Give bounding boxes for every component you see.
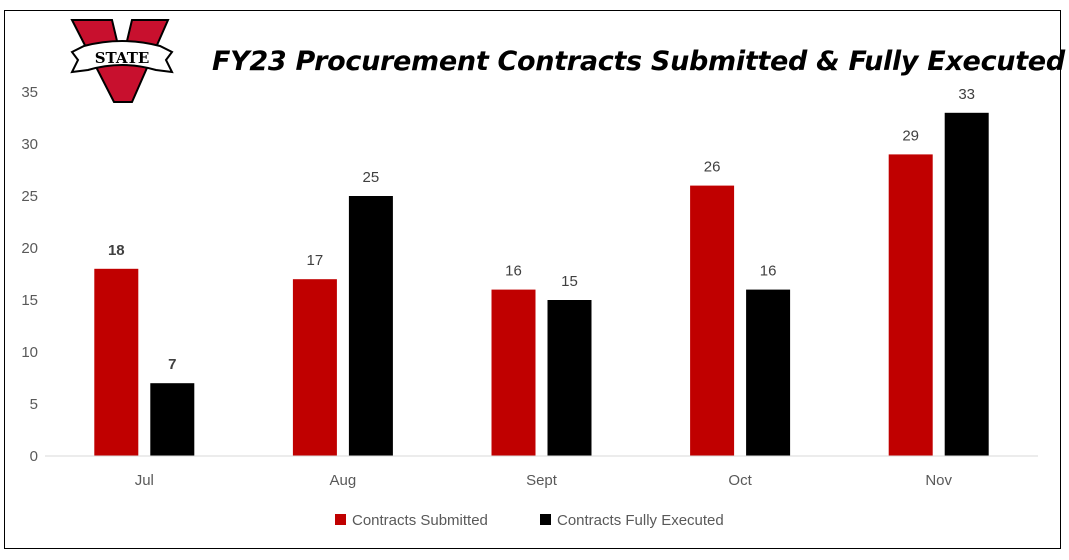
x-tick-label: Jul (135, 472, 154, 489)
data-label: 18 (108, 242, 125, 259)
y-tick-label: 30 (21, 136, 38, 153)
bar-contracts-submitted (491, 289, 536, 456)
y-tick-label: 5 (30, 396, 38, 413)
y-tick-label: 0 (30, 448, 38, 465)
data-label: 16 (760, 263, 777, 280)
y-tick-label: 35 (21, 84, 38, 101)
bar-contracts-fully-executed (150, 383, 195, 456)
legend-swatch (540, 514, 551, 525)
svg-text:STATE: STATE (95, 49, 150, 67)
chart-frame (4, 10, 1061, 549)
x-tick-label: Oct (728, 472, 752, 489)
legend-label: Contracts Fully Executed (557, 512, 724, 529)
y-tick-label: 25 (21, 188, 38, 205)
data-label: 33 (958, 86, 975, 103)
x-tick-label: Aug (330, 472, 357, 489)
data-label: 16 (505, 263, 522, 280)
y-tick-label: 10 (21, 344, 38, 361)
data-label: 7 (168, 356, 176, 373)
data-label: 17 (307, 252, 324, 269)
bar-contracts-fully-executed (348, 196, 393, 456)
data-label: 26 (704, 159, 721, 176)
bar-contracts-fully-executed (746, 289, 791, 456)
logo-icon: STATE (70, 19, 174, 103)
y-tick-label: 20 (21, 240, 38, 257)
bar-contracts-fully-executed (547, 300, 592, 456)
bar-contracts-submitted (690, 185, 735, 456)
chart-title: FY23 Procurement Contracts Submitted & F… (212, 46, 1065, 77)
bar-contracts-submitted (94, 268, 139, 456)
bar-contracts-submitted (292, 279, 337, 456)
data-label: 29 (902, 127, 919, 144)
data-label: 25 (363, 169, 380, 186)
x-tick-label: Nov (925, 472, 952, 489)
data-label: 15 (561, 273, 578, 290)
legend-label: Contracts Submitted (352, 512, 488, 529)
x-tick-label: Sept (526, 472, 558, 489)
bar-contracts-submitted (888, 154, 933, 456)
legend-swatch (335, 514, 346, 525)
y-tick-label: 15 (21, 292, 38, 309)
bar-contracts-fully-executed (944, 112, 989, 457)
